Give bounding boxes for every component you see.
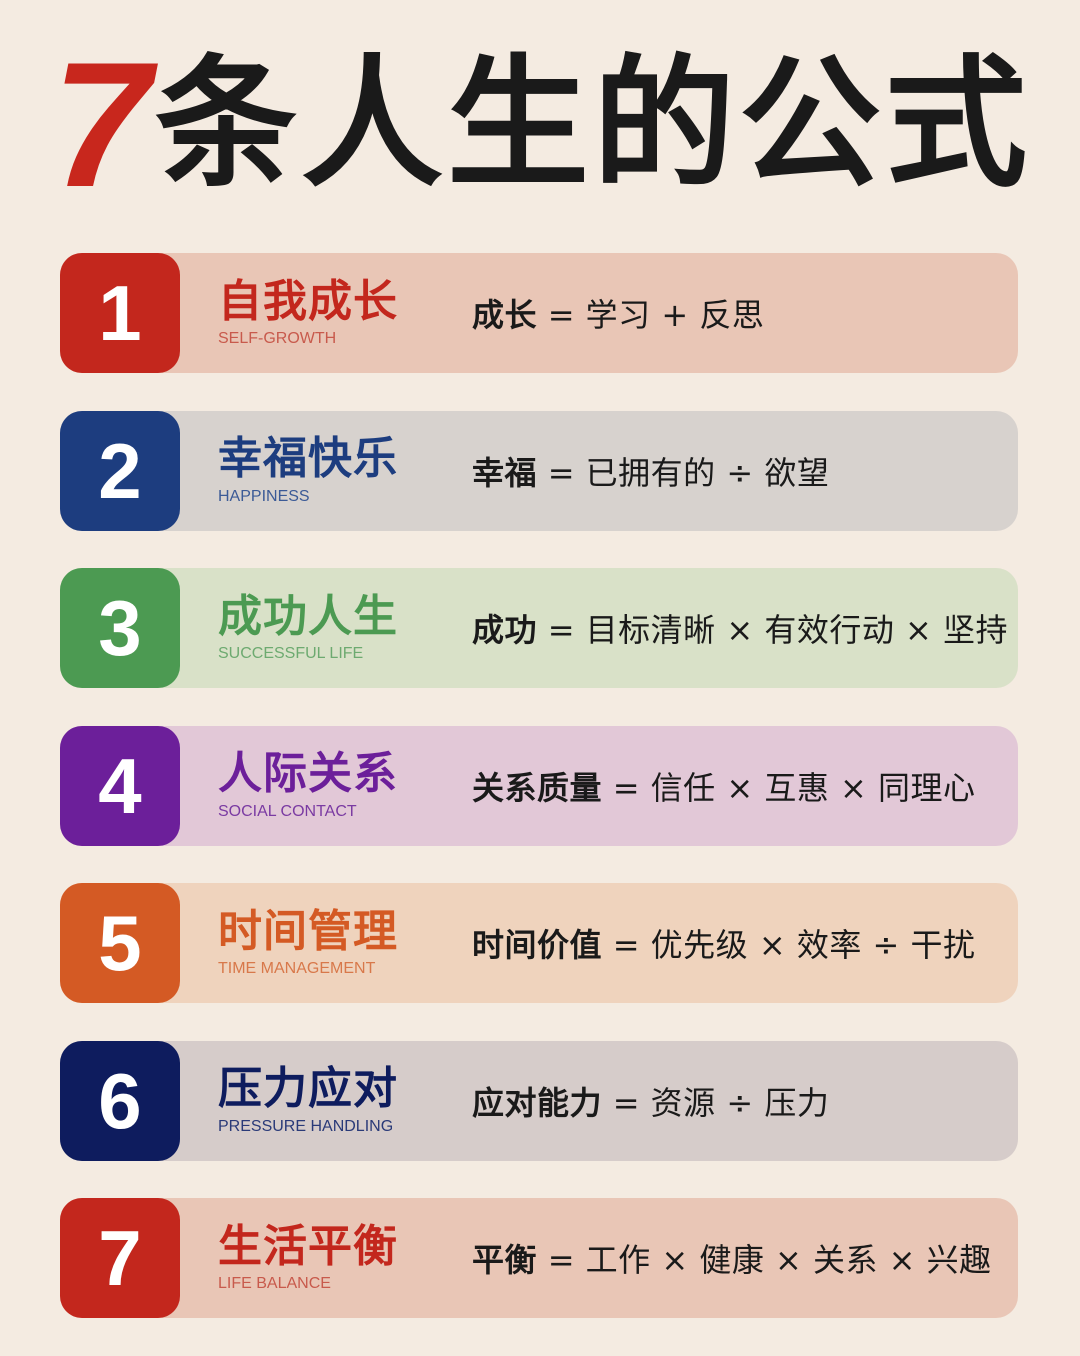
formula-number-badge: 5 — [60, 883, 180, 1003]
formula-topic: 压力应对 PRESSURE HANDLING — [218, 1065, 450, 1136]
formula-list: 1 自我成长 SELF-GROWTH 成长 = 学习 + 反思 2 幸福快乐 H… — [60, 253, 1018, 1356]
formula-row: 3 成功人生 SUCCESSFUL LIFE 成功 = 目标清晰 × 有效行动 … — [60, 568, 1018, 688]
page-title: 7 条人生的公式 — [52, 36, 1052, 214]
formula-expression: = 工作 × 健康 × 关系 × 兴趣 — [537, 1241, 992, 1279]
formula-subtitle: SUCCESSFUL LIFE — [218, 645, 364, 663]
formula-text: 应对能力 = 资源 ÷ 压力 — [472, 1078, 829, 1124]
formula-key: 时间价值 — [472, 926, 603, 964]
formula-expression: = 优先级 × 效率 ÷ 干扰 — [602, 926, 976, 964]
formula-topic: 幸福快乐 HAPPINESS — [218, 435, 450, 506]
formula-subtitle: LIFE BALANCE — [218, 1275, 331, 1293]
title-text: 条人生的公式 — [155, 42, 1031, 207]
formula-title: 人际关系 — [218, 748, 398, 800]
formula-title: 幸福快乐 — [218, 433, 398, 485]
formula-subtitle: TIME MANAGEMENT — [218, 960, 376, 978]
formula-row: 4 人际关系 SOCIAL CONTACT 关系质量 = 信任 × 互惠 × 同… — [60, 725, 1018, 846]
formula-topic: 人际关系 SOCIAL CONTACT — [218, 750, 450, 821]
formula-topic: 成功人生 SUCCESSFUL LIFE — [218, 593, 450, 664]
formula-subtitle: SOCIAL CONTACT — [218, 802, 357, 820]
formula-expression: = 目标清晰 × 有效行动 × 坚持 — [537, 611, 1008, 649]
formula-text: 关系质量 = 信任 × 互惠 × 同理心 — [472, 763, 976, 809]
formula-number-badge: 1 — [60, 253, 180, 373]
formula-number-badge: 6 — [60, 1040, 180, 1161]
formula-number-badge: 3 — [60, 568, 180, 688]
formula-expression: = 学习 + 反思 — [537, 296, 765, 334]
formula-title: 时间管理 — [218, 905, 398, 957]
formula-subtitle: SELF-GROWTH — [218, 330, 337, 348]
formula-row: 7 生活平衡 LIFE BALANCE 平衡 = 工作 × 健康 × 关系 × … — [60, 1198, 1018, 1318]
title-number: 7 — [52, 25, 151, 224]
formula-text: 幸福 = 已拥有的 ÷ 欲望 — [472, 448, 829, 494]
formula-key: 应对能力 — [472, 1083, 603, 1122]
formula-row: 1 自我成长 SELF-GROWTH 成长 = 学习 + 反思 — [60, 253, 1018, 373]
formula-topic: 时间管理 TIME MANAGEMENT — [218, 908, 450, 979]
formula-subtitle: PRESSURE HANDLING — [218, 1117, 394, 1135]
formula-row: 6 压力应对 PRESSURE HANDLING 应对能力 = 资源 ÷ 压力 — [60, 1040, 1018, 1161]
formula-subtitle: HAPPINESS — [218, 487, 310, 505]
formula-title: 生活平衡 — [218, 1220, 398, 1272]
formula-topic: 生活平衡 LIFE BALANCE — [218, 1223, 450, 1294]
formula-number-badge: 4 — [60, 725, 180, 846]
formula-title: 压力应对 — [218, 1063, 398, 1115]
formula-key: 关系质量 — [472, 768, 603, 807]
formula-expression: = 资源 ÷ 压力 — [602, 1083, 830, 1122]
formula-expression: = 已拥有的 ÷ 欲望 — [537, 453, 830, 492]
formula-number-badge: 2 — [60, 410, 180, 531]
formula-key: 幸福 — [472, 453, 538, 492]
formula-key: 成长 — [472, 296, 538, 334]
formula-key: 成功 — [472, 611, 538, 649]
formula-number-badge: 7 — [60, 1198, 180, 1318]
formula-title: 自我成长 — [218, 275, 398, 327]
formula-row: 2 幸福快乐 HAPPINESS 幸福 = 已拥有的 ÷ 欲望 — [60, 410, 1018, 531]
formula-text: 成功 = 目标清晰 × 有效行动 × 坚持 — [472, 605, 1008, 651]
formula-text: 时间价值 = 优先级 × 效率 ÷ 干扰 — [472, 920, 976, 966]
formula-topic: 自我成长 SELF-GROWTH — [218, 278, 450, 349]
formula-expression: = 信任 × 互惠 × 同理心 — [602, 768, 976, 807]
formula-row: 5 时间管理 TIME MANAGEMENT 时间价值 = 优先级 × 效率 ÷… — [60, 883, 1018, 1003]
formula-key: 平衡 — [472, 1241, 538, 1279]
formula-title: 成功人生 — [218, 590, 398, 642]
formula-text: 成长 = 学习 + 反思 — [472, 290, 764, 336]
formula-text: 平衡 = 工作 × 健康 × 关系 × 兴趣 — [472, 1235, 992, 1281]
